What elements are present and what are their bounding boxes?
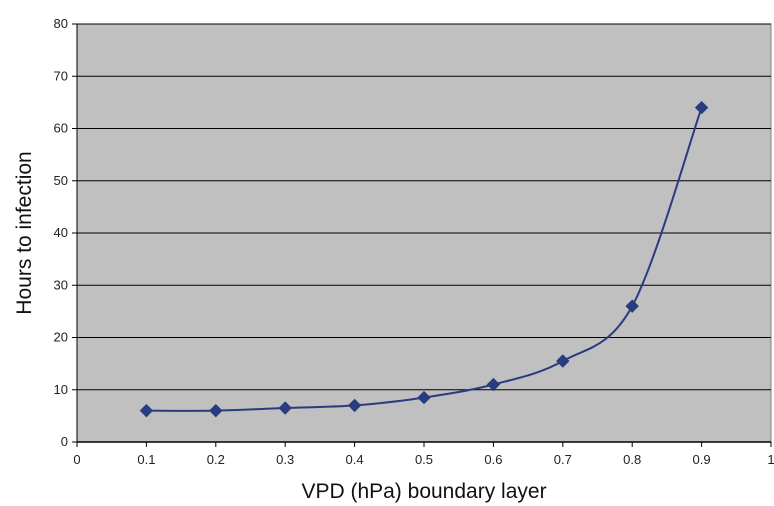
x-tick-label: 0.9 xyxy=(693,452,711,467)
x-tick-label: 0.2 xyxy=(207,452,225,467)
y-tick-label: 20 xyxy=(54,330,68,345)
y-tick-label: 0 xyxy=(61,434,68,449)
x-tick-label: 0.6 xyxy=(484,452,502,467)
x-tick-label: 0.4 xyxy=(346,452,364,467)
data-point-marker xyxy=(278,401,292,415)
x-tick-labels: 0 0.1 0.2 0.3 0.4 0.5 0.6 0.7 0.8 0.9 1 xyxy=(73,442,774,467)
x-axis-title: VPD (hPa) boundary layer xyxy=(301,480,546,503)
y-tick-label: 70 xyxy=(54,68,68,83)
x-tick-label: 0.3 xyxy=(276,452,294,467)
y-tick-label: 30 xyxy=(54,277,68,292)
gridlines xyxy=(77,23,771,391)
data-point-marker xyxy=(139,403,154,418)
y-tick-labels: 0 10 20 30 40 50 60 70 80 xyxy=(54,16,77,449)
data-point-marker xyxy=(486,377,501,392)
x-tick-label: 0.8 xyxy=(623,452,641,467)
x-tick-label: 0.1 xyxy=(137,452,155,467)
data-point-marker xyxy=(347,398,362,413)
y-tick-label: 40 xyxy=(54,225,68,240)
y-tick-label: 50 xyxy=(54,173,68,188)
data-markers xyxy=(139,100,709,418)
y-axis-title: Hours to infection xyxy=(13,151,36,314)
data-point-marker xyxy=(209,403,223,418)
x-tick-label: 0.5 xyxy=(415,452,433,467)
data-point-marker xyxy=(556,354,570,368)
data-point-marker xyxy=(694,100,709,115)
x-tick-label: 1 xyxy=(767,452,774,467)
x-tick-label: 0.7 xyxy=(554,452,572,467)
data-point-marker xyxy=(625,299,639,313)
y-tick-label: 60 xyxy=(54,121,68,136)
y-tick-label: 10 xyxy=(54,382,68,397)
y-tick-label: 80 xyxy=(54,16,68,31)
data-point-marker xyxy=(417,390,431,405)
x-tick-label: 0 xyxy=(73,452,80,467)
